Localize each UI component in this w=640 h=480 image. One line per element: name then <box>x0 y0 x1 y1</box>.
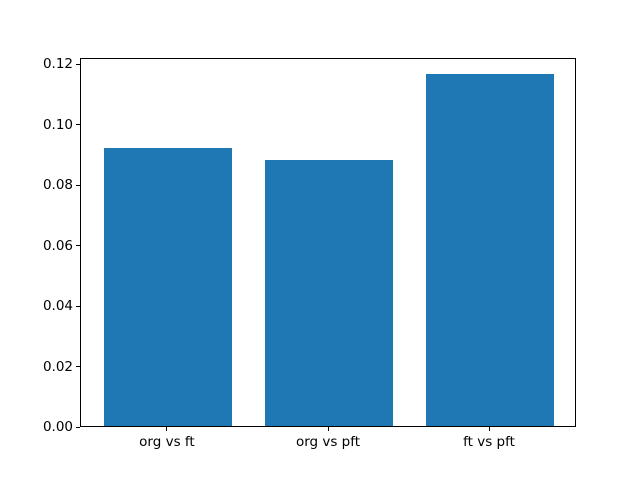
x-tick-label: org vs ft <box>139 434 195 451</box>
y-tick-mark <box>76 366 80 368</box>
x-tick-label: ft vs pft <box>463 434 515 451</box>
y-tick-mark <box>76 184 80 186</box>
y-tick-mark <box>76 63 80 65</box>
x-tick-mark <box>327 427 329 432</box>
bars-layer <box>81 59 575 427</box>
bar-ft-vs-pft <box>425 74 555 427</box>
bar-org-vs-ft <box>103 148 233 427</box>
y-tick-mark <box>76 245 80 247</box>
x-tick-mark <box>166 427 168 432</box>
bar-org-vs-pft <box>264 160 394 427</box>
y-tick-label: 0.08 <box>42 177 73 194</box>
y-tick-label: 0.00 <box>42 419 73 436</box>
y-tick-label: 0.12 <box>42 56 73 73</box>
x-tick-mark <box>488 427 490 432</box>
y-tick-label: 0.10 <box>42 116 73 133</box>
y-tick-label: 0.04 <box>42 298 73 315</box>
y-tick-label: 0.02 <box>42 358 73 375</box>
y-tick-mark <box>76 124 80 126</box>
y-tick-mark <box>76 305 80 307</box>
y-tick-mark <box>76 426 80 428</box>
plot-area <box>80 57 576 428</box>
x-tick-label: org vs pft <box>295 434 361 451</box>
y-tick-label: 0.06 <box>42 237 73 254</box>
